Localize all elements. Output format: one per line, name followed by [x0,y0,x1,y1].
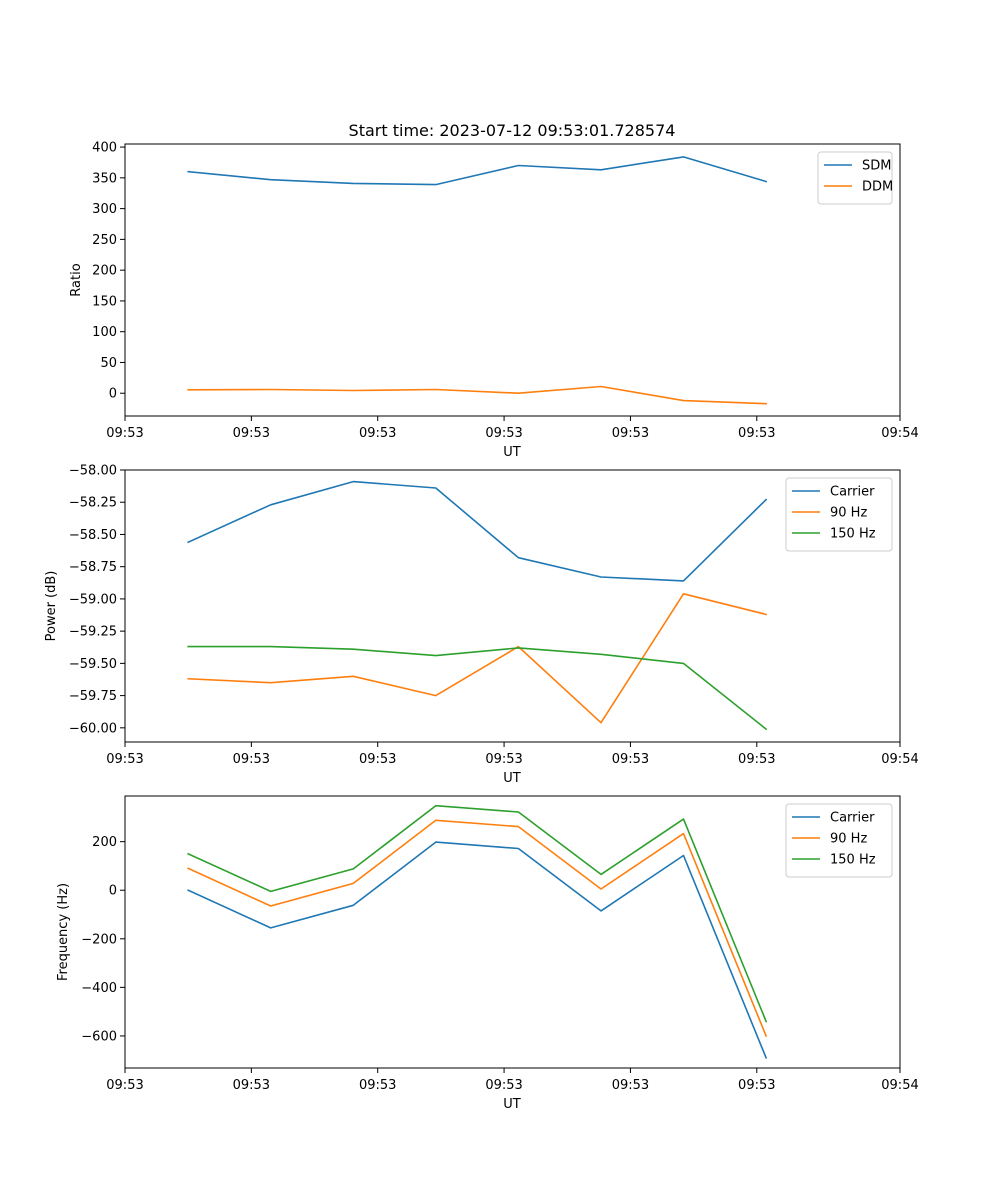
y-tick-label: 300 [92,202,117,217]
frequency-plot-area: 09:53 09:53 09:53 09:53 09:53 09:53 09:54 200 0 −… [81,795,919,1093]
x-tick-label: 09:53 [612,752,649,767]
series-line-150-hz [187,645,768,731]
x-tick-label: 09:54 [881,1078,918,1093]
x-tick-label: 09:53 [738,1078,775,1093]
panel-frequency: 09:53 09:53 09:53 09:53 09:53 09:53 09:54 200 0 −… [56,795,919,1112]
x-tick-label: 09:53 [612,426,649,441]
x-tick-label: 09:54 [881,752,918,767]
axes-frame [124,795,901,1069]
y-tick-label: 150 [92,294,117,309]
legend-label: 150 Hz [830,853,876,868]
y-tick-label: −59.75 [69,689,117,704]
y-tick-label: −59.00 [69,592,117,607]
chart-title: Start time: 2023-07-12 09:53:01.728574 [349,121,676,140]
x-tick-label: 09:53 [485,426,522,441]
y-tick-label: −58.50 [69,528,117,543]
y-tick-label: −58.75 [69,560,117,575]
x-tick-label: 09:53 [359,1078,396,1093]
power-plot-area: 09:53 09:53 09:53 09:53 09:53 09:53 09:54 −58.0… [69,464,919,768]
legend-label: Carrier [830,811,875,826]
y-tick-label: −200 [81,932,117,947]
y-tick-label: 200 [92,264,117,279]
x-tick-label: 09:53 [738,752,775,767]
x-tick-label: 09:53 [485,752,522,767]
x-tick-label: 09:53 [233,752,270,767]
y-tick-label: 0 [109,884,117,899]
panel-ratio: Start time: 2023-07-12 09:53:01.728574 0… [69,121,919,460]
x-tick-label: 09:53 [612,1078,649,1093]
legend: Carrier 90 Hz 150 Hz [785,477,893,552]
series-line-carrier [187,480,768,582]
x-axis-label: UT [503,1097,521,1112]
ratio-plot-area: 09:53 09:53 09:53 09:53 09:53 09:53 09:54 0 50 10… [92,141,919,441]
x-tick-label: 09:53 [359,752,396,767]
y-axis-label: Frequency (Hz) [56,883,71,981]
y-tick-label: −58.25 [69,496,117,511]
x-tick-label: 09:53 [233,426,270,441]
series-line-150-hz [187,804,768,1023]
y-tick-label: 0 [109,387,117,402]
legend-label: DDM [862,180,893,195]
legend-label: SDM [862,159,891,174]
x-tick-label: 09:53 [485,1078,522,1093]
x-axis-label: UT [503,771,521,786]
legend-label: 150 Hz [830,527,876,542]
y-tick-label: 200 [92,835,117,850]
x-tick-label: 09:53 [106,752,143,767]
legend-label: 90 Hz [830,832,867,847]
x-tick-label: 09:53 [106,426,143,441]
y-tick-label: 250 [92,233,117,248]
legend-label: Carrier [830,485,875,500]
y-tick-label: 350 [92,171,117,186]
legend: SDM DDM [817,151,893,205]
y-tick-label: −58.00 [69,464,117,479]
x-tick-label: 09:54 [881,426,918,441]
y-tick-label: −400 [81,981,117,996]
y-tick-label: 50 [100,356,117,371]
series-line-ddm [187,385,767,405]
legend: Carrier 90 Hz 150 Hz [785,803,893,878]
y-tick-label: 400 [92,141,117,156]
y-axis-label: Ratio [69,263,84,296]
series-line-90-hz [187,592,768,724]
y-axis-label: Power (dB) [44,571,59,642]
y-tick-label: −59.25 [69,625,117,640]
x-tick-label: 09:53 [738,426,775,441]
series-line-90-hz [187,819,768,1037]
axes-frame [124,143,901,417]
legend-label: 90 Hz [830,506,867,521]
series-line-sdm [187,156,768,186]
x-axis-label: UT [503,445,521,460]
y-tick-label: −600 [81,1029,117,1044]
y-tick-label: −59.50 [69,657,117,672]
x-tick-label: 09:53 [106,1078,143,1093]
axes-frame [124,469,901,743]
panel-power: 09:53 09:53 09:53 09:53 09:53 09:53 09:54 −58.0… [44,464,919,787]
x-tick-label: 09:53 [359,426,396,441]
y-tick-label: 100 [92,325,117,340]
x-tick-label: 09:53 [233,1078,270,1093]
y-tick-label: −60.00 [69,721,117,736]
series-line-carrier [187,841,768,1059]
